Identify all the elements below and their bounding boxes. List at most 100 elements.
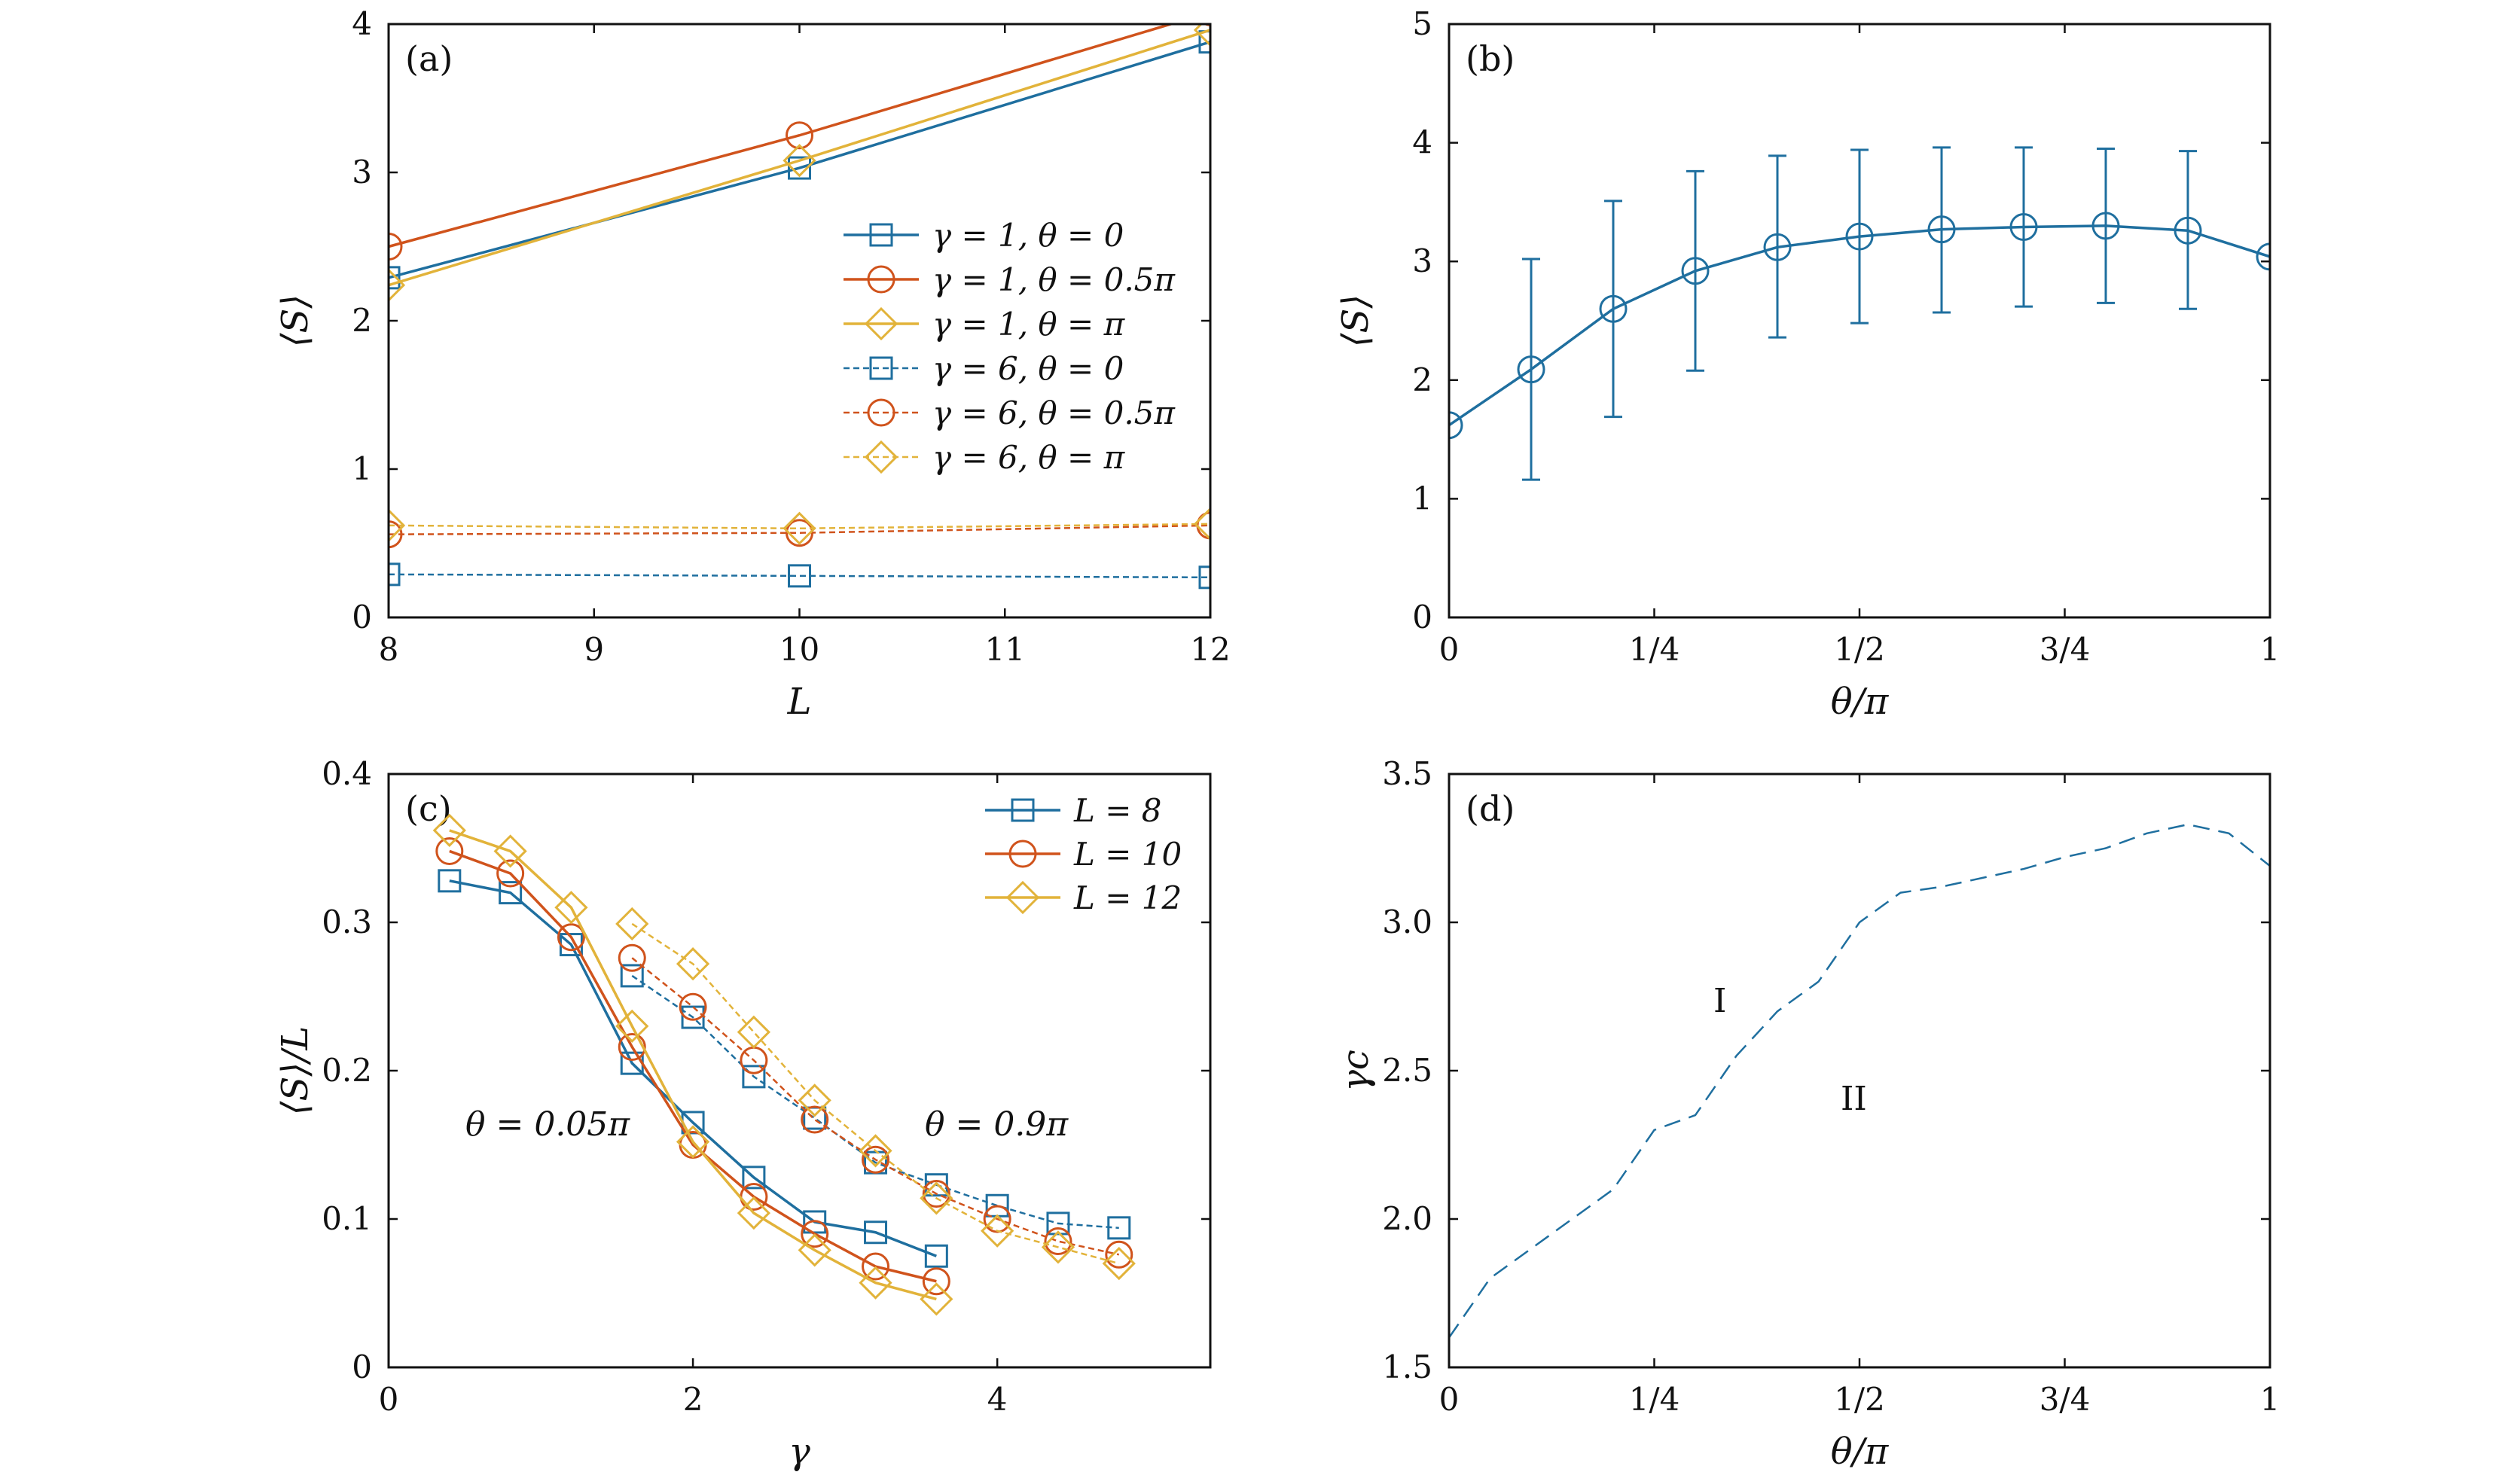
panel-label: (d) (1466, 788, 1515, 829)
series-0 (389, 30, 1210, 290)
legend-marker (867, 398, 895, 427)
legend-marker (864, 306, 898, 341)
data-point (1044, 1227, 1072, 1256)
data-point (676, 1125, 710, 1159)
data-point (798, 1233, 831, 1267)
data-point (389, 520, 403, 549)
data-point (981, 1214, 1014, 1248)
data-point (389, 268, 406, 302)
series-0 (1449, 823, 2270, 1339)
series-0 (1449, 146, 2270, 481)
data-point (615, 907, 649, 941)
series-line (449, 829, 937, 1301)
panel-b: 0 1/4 1/2 3/4 1 0 1 2 3 4 5 θ/π ⟨S⟩ (b) (1335, 5, 2280, 723)
legend-label: L = 8 (1073, 792, 1162, 829)
data-point (920, 1282, 953, 1316)
x-tick-label: 0 (1439, 631, 1460, 668)
plot-frame (387, 23, 1212, 619)
series-line (631, 974, 1119, 1230)
x-tick-label: 10 (779, 631, 819, 668)
data-point (801, 1220, 829, 1248)
data-point (922, 1180, 950, 1208)
data-point (1046, 1211, 1070, 1236)
data-point (788, 564, 811, 588)
data-point (1198, 565, 1210, 590)
x-axis-label: γ (789, 1431, 810, 1473)
plot-area (1449, 146, 2270, 481)
y-axis-label: ⟨S⟩ (274, 294, 316, 347)
y-tick-label: 0 (352, 599, 372, 635)
data-point (1105, 1240, 1133, 1269)
data-point (389, 233, 403, 261)
legend-label: γ = 6, θ = π (932, 439, 1126, 476)
x-tick-label: 3/4 (2039, 631, 2091, 668)
series-line (631, 922, 1120, 1265)
annotation: II (1841, 1080, 1867, 1118)
x-axis-label: L (787, 681, 812, 723)
y-tick-label: 2 (1412, 361, 1432, 398)
x-tick-label: 0 (1439, 1381, 1460, 1418)
legend-marker (1005, 880, 1040, 915)
x-tick-label: 8 (379, 631, 399, 668)
data-point (557, 923, 585, 952)
plot-frame (1448, 773, 2271, 1369)
series-line (389, 24, 1176, 248)
y-tick-label: 3.5 (1382, 755, 1432, 792)
data-point (737, 1196, 771, 1230)
series-line (1449, 823, 2270, 1339)
y-tick-label: 5 (1412, 5, 1432, 42)
data-point (1203, 24, 1210, 26)
legend: γ = 1, θ = 0 γ = 1, θ = 0.5π γ = 1, θ = π γ… (844, 217, 1176, 476)
annotation: θ = 0.9π (925, 1105, 1069, 1144)
series-line (389, 40, 1210, 279)
series-5 (389, 507, 1210, 545)
data-point (2256, 242, 2270, 271)
data-point (1198, 30, 1210, 54)
data-point (859, 1134, 892, 1168)
x-tick-label: 0 (379, 1381, 399, 1418)
data-point (2174, 216, 2202, 245)
y-axis-label: ⟨S⟩ (1335, 294, 1377, 347)
data-point (435, 837, 464, 865)
legend-label: L = 10 (1073, 836, 1182, 873)
series-0 (438, 869, 948, 1268)
y-tick-label: 4 (1412, 124, 1432, 161)
series-line (1449, 224, 2270, 427)
plot-area (1449, 823, 2270, 1339)
data-point (803, 1106, 827, 1130)
y-tick-label: 1 (1412, 480, 1432, 517)
data-point (1102, 1246, 1136, 1281)
y-axis-label: ⟨S⟩/L (274, 1026, 316, 1115)
series-line (631, 957, 1120, 1256)
legend: L = 8 L = 10 L = 12 (985, 792, 1182, 916)
plot-frame (387, 773, 1212, 1369)
data-point (1927, 215, 1956, 244)
data-point (438, 869, 462, 893)
data-point (1517, 355, 1545, 384)
legend-marker (1008, 840, 1037, 868)
panel-d: 0 1/4 1/2 3/4 11.52.02.53.03.5θ/πγc(d)III (1335, 755, 2280, 1473)
annotation: I (1713, 982, 1726, 1020)
plot-frame (1448, 23, 2271, 619)
data-point (742, 1065, 766, 1089)
y-tick-label: 1 (352, 450, 372, 487)
data-point (1041, 1230, 1075, 1264)
data-point (801, 1105, 829, 1134)
data-point (783, 144, 816, 178)
panel-label: (b) (1466, 38, 1515, 79)
x-tick-label: 1/4 (1629, 631, 1680, 668)
x-tick-label: 12 (1190, 631, 1230, 668)
data-point (798, 1083, 831, 1117)
data-point (389, 266, 401, 290)
data-point (2009, 212, 2038, 241)
data-point (862, 1145, 890, 1174)
legend-label: L = 12 (1073, 879, 1182, 916)
data-point (618, 1032, 646, 1061)
panel-c: 0 2 400.10.20.30.4γ⟨S⟩/L(c) L = 8L = 10L = … (274, 755, 1212, 1473)
data-point (1449, 411, 1463, 440)
legend-label: γ = 6, θ = 0 (932, 350, 1124, 387)
data-point (2091, 212, 2120, 240)
data-point (788, 156, 811, 180)
x-tick-label: 4 (987, 1381, 1008, 1418)
